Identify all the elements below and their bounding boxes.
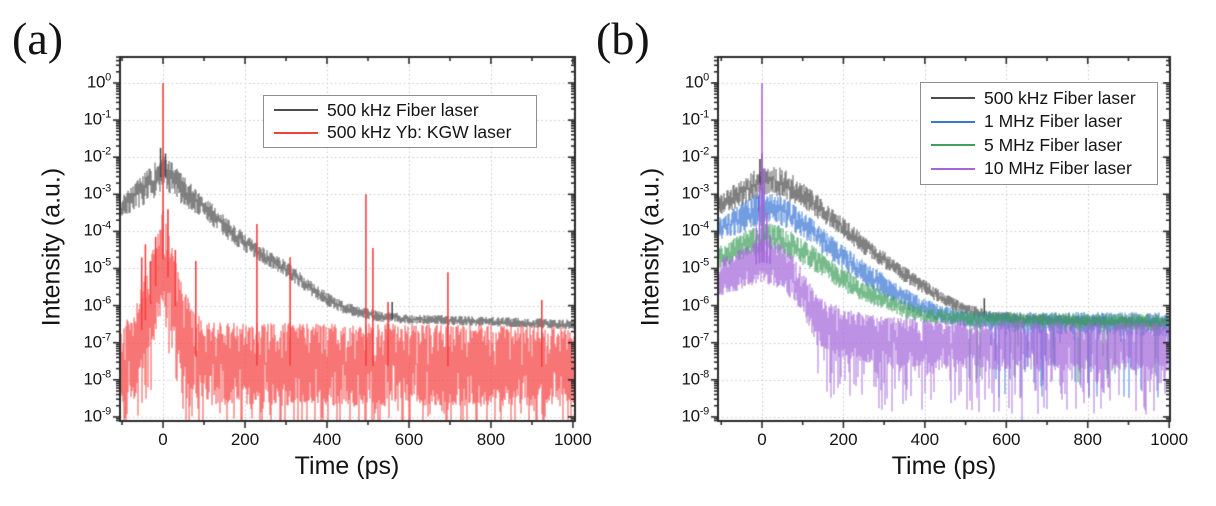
legend-line-swatch: [931, 144, 975, 147]
legend-entry: 500 kHz Yb: KGW laser: [274, 122, 530, 143]
y-axis-label-b: Intensity (a.u.): [636, 167, 665, 327]
y-tick-label: 10-2: [83, 145, 112, 166]
y-tick-label: 100: [86, 71, 111, 92]
x-tick-label: 1000: [554, 430, 592, 449]
legend-line-swatch: [931, 120, 975, 123]
y-tick-label: 10-7: [83, 331, 112, 351]
legend-line-swatch: [931, 167, 975, 170]
x-tick-label: 200: [230, 430, 260, 449]
y-tick-label: 10-6: [83, 294, 112, 314]
legend-line-swatch: [931, 97, 975, 100]
y-tick-label: 10-8: [681, 368, 710, 389]
y-tick-label: 10-3: [681, 182, 710, 203]
y-tick-label: 10-6: [681, 294, 710, 314]
legend-b: 500 kHz Fiber laser 1 MHz Fiber laser 5 MH…: [920, 82, 1158, 185]
y-tick-label: 10-8: [83, 368, 112, 389]
legend-entry: 500 kHz Fiber laser: [931, 88, 1151, 109]
legend-line-swatch: [274, 131, 318, 134]
x-tick-label: 800: [1073, 430, 1102, 449]
x-tick-label: 200: [829, 430, 858, 449]
y-tick-label: 10-5: [681, 257, 710, 277]
y-tick-label: 10-9: [681, 405, 710, 426]
y-tick-label: 10-3: [83, 182, 112, 203]
y-tick-label: 10-1: [83, 108, 112, 129]
y-tick-label: 10-9: [83, 405, 112, 426]
legend-entry: 5 MHz Fiber laser: [931, 135, 1151, 156]
x-tick-label: 800: [476, 430, 506, 449]
x-tick-label: 1000: [1150, 430, 1189, 449]
y-tick-label: 10-4: [83, 220, 112, 240]
x-tick-label: 600: [394, 430, 424, 449]
x-axis-label-a: Time (ps): [294, 452, 400, 480]
legend-a: 500 kHz Fiber laser 500 kHz Yb: KGW laser: [263, 95, 537, 148]
x-tick-label: 0: [158, 430, 168, 449]
x-tick-label: 600: [992, 430, 1021, 449]
legend-label: 500 kHz Yb: KGW laser: [327, 122, 512, 143]
x-tick-label: 400: [312, 430, 342, 449]
x-tick-label: 0: [757, 430, 767, 449]
legend-line-swatch: [274, 109, 318, 112]
x-axis-label-b: Time (ps): [891, 452, 997, 480]
legend-entry: 10 MHz Fiber laser: [931, 158, 1151, 179]
y-tick-label: 100: [684, 71, 709, 92]
y-tick-label: 10-1: [681, 108, 710, 129]
y-axis-label-a: Intensity (a.u.): [37, 167, 66, 327]
x-tick-label: 400: [910, 430, 940, 449]
y-tick-label: 10-4: [681, 220, 710, 240]
legend-entry: 1 MHz Fiber laser: [931, 111, 1151, 132]
legend-label: 1 MHz Fiber laser: [984, 111, 1123, 132]
y-tick-label: 10-2: [681, 145, 710, 166]
y-tick-label: 10-5: [83, 257, 112, 277]
legend-label: 10 MHz Fiber laser: [984, 158, 1132, 179]
legend-label: 500 kHz Fiber laser: [327, 99, 479, 120]
panel-b-label: (b): [596, 13, 650, 64]
legend-label: 5 MHz Fiber laser: [984, 134, 1123, 155]
legend-label: 500 kHz Fiber laser: [984, 87, 1136, 108]
y-tick-label: 10-7: [681, 331, 710, 351]
panel-a-label: (a): [12, 13, 64, 64]
legend-entry: 500 kHz Fiber laser: [274, 100, 530, 121]
